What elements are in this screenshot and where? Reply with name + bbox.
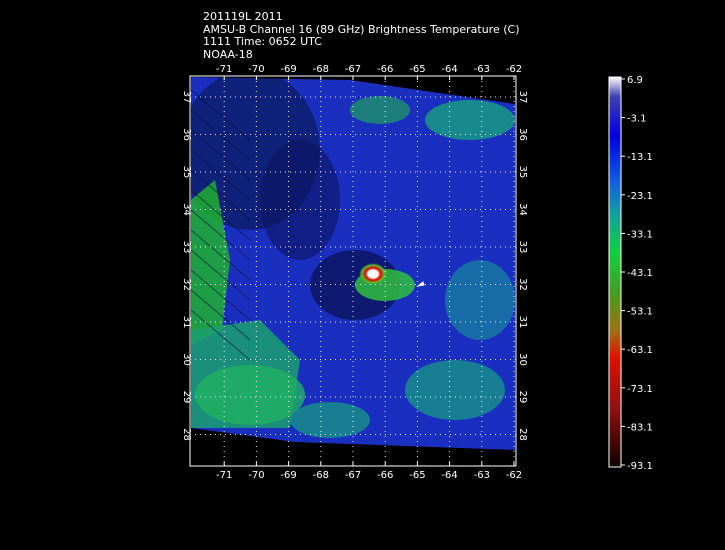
convective-core bbox=[359, 263, 387, 285]
colorbar-label: -33.1 bbox=[627, 229, 653, 240]
lat-tick-label: 34 bbox=[181, 203, 192, 216]
lon-tick-label: -69 bbox=[280, 470, 296, 481]
lat-tick-label: 28 bbox=[181, 428, 192, 441]
colorbar-label: -83.1 bbox=[627, 422, 653, 433]
colorbar-label: -3.1 bbox=[627, 114, 647, 125]
product-title: AMSU-B Channel 16 (89 GHz) Brightness Te… bbox=[203, 22, 520, 36]
colorbar-label: -53.1 bbox=[627, 307, 653, 318]
storm-id-label: 201119L 2011 bbox=[203, 10, 283, 23]
lat-tick-label: 33 bbox=[517, 241, 528, 254]
lon-tick-label: -63 bbox=[474, 470, 490, 481]
lat-tick-label: 35 bbox=[181, 166, 192, 179]
lon-tick-label: -71 bbox=[216, 64, 232, 75]
colorbar-label: -43.1 bbox=[627, 268, 653, 279]
lon-tick-label: -70 bbox=[248, 470, 264, 481]
lat-tick-label: 30 bbox=[517, 353, 528, 366]
axis-ticks: -71 -71 -70 -70 -69 -69 -68 -68 -67 -67 -66 -66 -65 -… bbox=[181, 64, 528, 481]
lat-tick-label: 29 bbox=[181, 391, 192, 404]
lon-tick-label: -69 bbox=[280, 64, 296, 75]
colorbar-label: -23.1 bbox=[627, 191, 653, 202]
lat-tick-label: 33 bbox=[181, 241, 192, 254]
lon-tick-label: -67 bbox=[345, 64, 361, 75]
brightness-temperature-swath bbox=[191, 77, 515, 450]
lon-tick-label: -62 bbox=[506, 64, 522, 75]
lat-tick-label: 32 bbox=[181, 278, 192, 291]
lat-tick-label: 30 bbox=[181, 353, 192, 366]
lon-tick-label: -68 bbox=[313, 470, 329, 481]
lat-tick-label: 34 bbox=[517, 203, 528, 216]
colorbar-label: -93.1 bbox=[627, 461, 653, 472]
lon-tick-label: -65 bbox=[409, 64, 425, 75]
lon-tick-label: -68 bbox=[313, 64, 329, 75]
lat-tick-label: 28 bbox=[517, 428, 528, 441]
lat-tick-label: 36 bbox=[517, 128, 528, 141]
lat-tick-label: 37 bbox=[181, 91, 192, 104]
image-header: 201119L 2011 AMSU-B Channel 16 (89 GHz) … bbox=[203, 10, 520, 61]
lon-tick-label: -66 bbox=[377, 470, 393, 481]
colorbar-label: -63.1 bbox=[627, 345, 653, 356]
lon-tick-label: -66 bbox=[377, 64, 393, 75]
lat-tick-label: 31 bbox=[181, 316, 192, 329]
satellite-name: NOAA-18 bbox=[203, 47, 253, 61]
colorbar bbox=[608, 76, 622, 468]
lon-tick-label: -67 bbox=[345, 470, 361, 481]
lat-tick-label: 29 bbox=[517, 391, 528, 404]
lat-tick-label: 36 bbox=[181, 128, 192, 141]
lon-tick-label: -64 bbox=[441, 64, 457, 75]
colorbar-labels: 6.9 -3.1 -13.1 -23.1 -33.1 -43.1 -53.1 -63.1 -73… bbox=[621, 75, 653, 472]
lon-tick-label: -65 bbox=[409, 470, 425, 481]
lon-tick-label: -62 bbox=[506, 470, 522, 481]
lat-tick-label: 31 bbox=[517, 316, 528, 329]
lat-tick-label: 37 bbox=[517, 91, 528, 104]
lat-tick-label: 35 bbox=[517, 166, 528, 179]
lon-tick-label: -63 bbox=[474, 64, 490, 75]
lon-tick-label: -64 bbox=[441, 470, 457, 481]
lon-tick-label: -70 bbox=[248, 64, 264, 75]
colorbar-label: -73.1 bbox=[627, 384, 653, 395]
lat-lon-grid bbox=[190, 76, 516, 466]
colorbar-label: -13.1 bbox=[627, 152, 653, 163]
colorbar-label: 6.9 bbox=[627, 75, 643, 86]
lon-tick-label: -71 bbox=[216, 470, 232, 481]
lat-tick-label: 32 bbox=[517, 278, 528, 291]
observation-time: 1111 Time: 0652 UTC bbox=[203, 35, 322, 48]
